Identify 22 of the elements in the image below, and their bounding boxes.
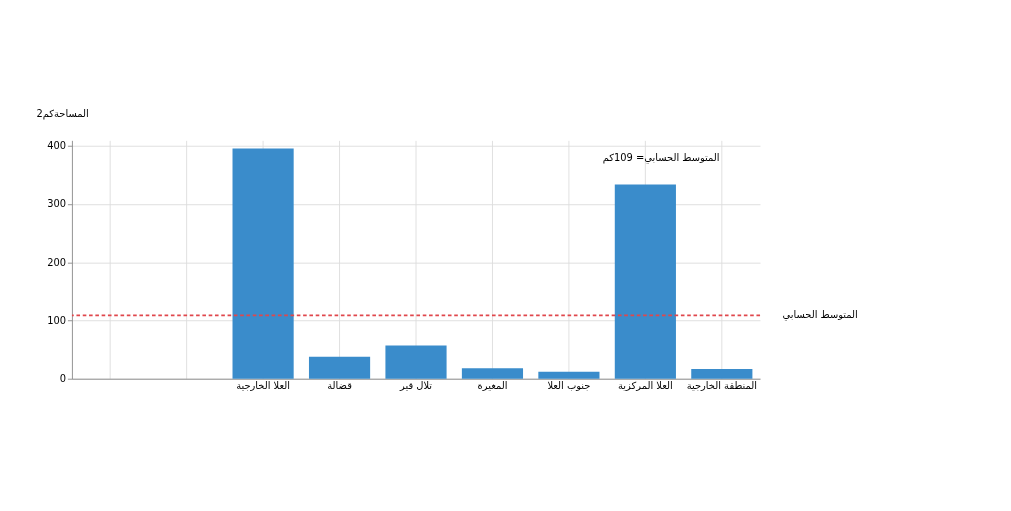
bar [538, 371, 600, 379]
x-tick-label: المغيرة [477, 380, 508, 392]
x-tick-label: جنوب العلا [547, 380, 591, 392]
y-tick-label: 400 [47, 140, 67, 152]
bar [232, 148, 294, 379]
ref-line-label: المتوسط الحسابي [782, 309, 858, 322]
x-tick-label: المنطقة الخارجية [686, 380, 757, 392]
bar [385, 345, 447, 379]
bar [614, 184, 676, 379]
x-tick-label: قضالة [327, 380, 352, 392]
y-tick-label: 100 [47, 314, 67, 326]
y-tick-label: 300 [47, 198, 67, 210]
bar [691, 368, 753, 379]
y-axis-title: المساحةكم2 [36, 107, 89, 120]
x-tick-label: العلا الخارجية [236, 380, 291, 392]
bar [461, 368, 524, 379]
annotation: المتوسط الحسابي= 109كم [602, 152, 720, 165]
x-tick-label: العلا المركزية [618, 380, 673, 392]
y-tick-label: 0 [59, 372, 67, 384]
x-tick-label: تلال قير [398, 380, 433, 392]
y-tick-label: 200 [47, 256, 67, 268]
bar [308, 356, 371, 379]
